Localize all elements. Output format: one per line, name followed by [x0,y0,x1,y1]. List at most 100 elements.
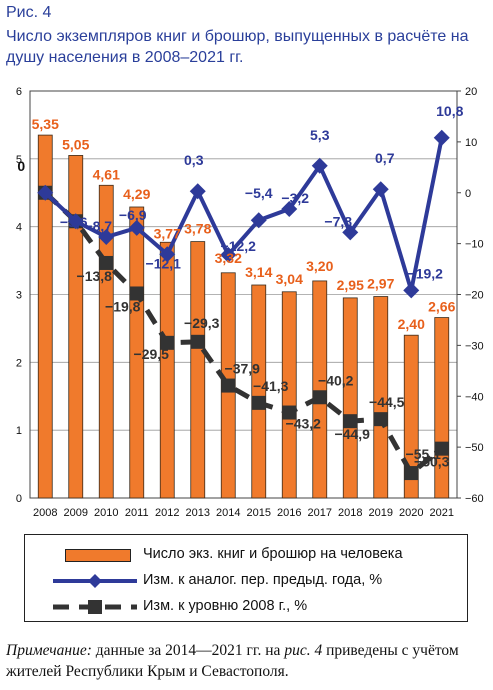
line-yoy-marker [67,213,84,230]
legend-yoy-swatch [53,574,137,588]
vs-2008-value-label: −44,9 [335,426,371,442]
bar [68,155,84,499]
line-yoy-marker [189,183,206,200]
vs-2008-value-label: −44,5 [369,394,405,410]
line-yoy-marker [311,157,328,174]
right-axis-tick-label: −60 [465,493,484,505]
line-vs-2008-marker [343,414,358,429]
left-axis-tick-label: 0 [16,493,22,505]
yoy-value-label: 10,8 [436,103,463,119]
data-labels: 5,355,054,614,293,77 3,783,323,14 3,043,20… [17,103,463,470]
line-vs-2008-marker [434,441,449,456]
legend-label-yoy: Изм. к аналог. пер. предыд. года, % [143,572,383,588]
bar [37,134,53,499]
x-axis-tick-label: 2021 [430,507,454,519]
figure-label: Рис. 4 [6,4,52,21]
line-yoy-marker [220,246,237,263]
bar-value-label: 5,35 [32,116,59,132]
vs-2008-value-label: −29,3 [184,315,220,331]
bar [312,280,328,499]
bar [342,297,358,499]
yoy-value-label: −5,4 [245,185,273,201]
x-axis-tick-label: 2010 [94,507,118,519]
line-vs-2008-marker [282,405,297,420]
left-axis-tick-label: 3 [16,290,22,302]
right-axis-tick-label: 20 [465,86,477,98]
axes: 0 1 2 3 4 5 6 −60 −50 −40 −30 −20 −10 0 10 20 2008 2009 20… [16,86,484,519]
yoy-value-label: −6,9 [119,207,147,223]
vs-2008-value-label: −43,2 [286,416,322,432]
vs-2008-value-label: −40,2 [318,372,354,388]
chart-title: Число экземпляров книг и брошюр, выпущен… [6,28,469,66]
bar [373,296,389,499]
vs-2008-value-label: −19,8 [105,298,141,314]
line-yoy-marker [372,181,389,198]
bar-series [37,134,450,499]
left-axis-tick-label: 1 [16,425,22,437]
line-yoy-marker [128,219,145,236]
x-axis-tick-label: 2012 [155,507,179,519]
x-axis-tick-label: 2014 [216,507,240,519]
x-axis-tick-label: 2008 [33,507,57,519]
bar [434,317,450,499]
x-axis-tick-label: 2011 [125,507,149,519]
bar-value-label: 3,04 [276,271,303,287]
left-axis-tick-label: 2 [16,357,22,369]
x-axis-tick-label: 2016 [277,507,301,519]
legend-label-bars: Число экз. книг и брошюр на человека [143,546,403,562]
line-vs-2008-marker [221,378,236,393]
line-series-yoy [37,129,450,299]
right-axis-tick-label: −50 [465,442,484,454]
line-vs-2008-marker [190,334,205,349]
line-series-vs-2008 [38,185,449,481]
note-text-a: данные за 2014—2021 гг. на [91,642,285,659]
footnote: Примечание: данные за 2014—2021 гг. на р… [6,640,488,682]
bar-value-label: 2,40 [398,316,425,332]
x-axis-tick-label: 2020 [399,507,423,519]
yoy-value-label: −12,2 [221,238,257,254]
line-yoy-marker [98,229,115,246]
line-vs-2008-marker [251,395,266,410]
line-yoy-marker [159,246,176,263]
right-axis-tick-label: −10 [465,239,484,251]
line-vs-2008-marker [160,335,175,350]
right-axis-tick-label: 10 [465,137,477,149]
bar-value-label: 3,77 [154,225,181,241]
line-yoy-marker [281,201,298,218]
yoy-value-label: 0 [17,158,25,174]
bar [159,241,175,499]
note-text-b: приведены с учётом жителей Республики Кр… [6,642,459,680]
bar-value-label: 4,29 [123,186,150,202]
yoy-value-label: 0,3 [184,152,204,168]
legend-bar-swatch [65,549,131,562]
yoy-value-label: 5,3 [310,127,330,143]
yoy-value-label: −3,2 [281,190,309,206]
x-axis-tick-label: 2018 [338,507,362,519]
x-axis-tick-label: 2009 [64,507,88,519]
line-yoy-marker [433,129,450,146]
bar-value-label: 2,66 [428,299,455,315]
right-axis-tick-label: 0 [465,188,471,200]
yoy-value-label: −19,2 [408,265,444,281]
left-axis-tick-label: 6 [16,86,22,98]
x-axis-tick-label: 2013 [186,507,210,519]
chart-area: 0 1 2 3 4 5 6 −60 −50 −40 −30 −20 −10 0 10 20 2008 2009 20… [16,86,484,519]
bar [129,206,145,499]
yoy-value-label: −7,8 [324,213,352,229]
line-vs-2008-marker [373,412,388,427]
note-ref: рис. 4 [284,642,323,659]
bar [281,291,297,499]
vs-2008-value-label: −37,9 [225,361,261,377]
left-axis-tick-label: 5 [16,154,22,166]
legend-item-yoy: Изм. к аналог. пер. предыд. года, % [25,569,467,593]
bar-value-label: 2,97 [367,276,394,292]
vs-2008-value-label: −41,3 [253,378,289,394]
bar-value-label: 3,14 [245,264,272,280]
right-axis-tick-label: −20 [465,290,484,302]
line-yoy-marker [250,212,267,229]
yoy-value-label: 0,7 [375,150,395,166]
line-yoy-marker [342,224,359,241]
vs-2008-value-label: −29,5 [134,346,170,362]
line-yoy-marker [37,184,54,201]
bar-value-label: 3,20 [306,258,333,274]
